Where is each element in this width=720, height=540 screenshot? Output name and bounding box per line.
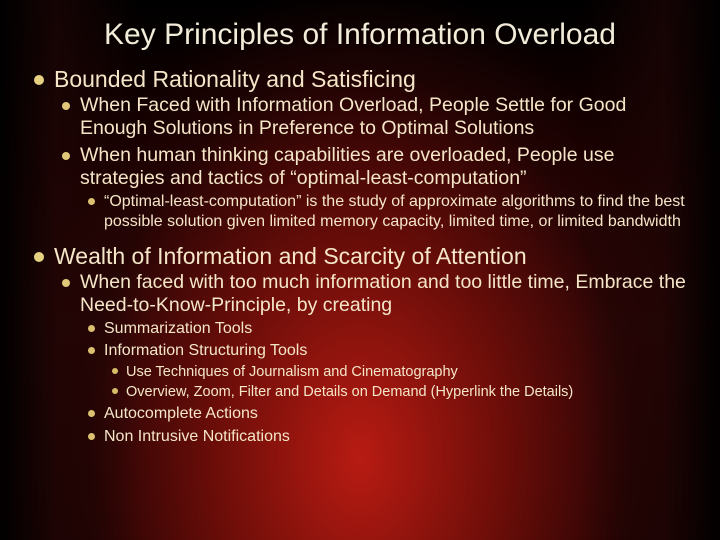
section-heading: Bounded Rationality and Satisficing [54,66,416,92]
list-item: “Optimal-least-computation” is the study… [86,192,688,230]
list-item: Summarization Tools [86,319,688,338]
bullet-text: When Faced with Information Overload, Pe… [80,94,626,139]
list-item: Wealth of Information and Scarcity of At… [32,243,688,446]
list-item: Autocomplete Actions [86,404,688,423]
slide: Key Principles of Information Overload B… [0,0,720,462]
bullet-text: When human thinking capabilities are ove… [80,144,614,189]
list-item: Use Techniques of Journalism and Cinemat… [110,363,688,381]
list-item: Non Intrusive Notifications [86,427,688,446]
list-item: When Faced with Information Overload, Pe… [60,94,688,140]
section-heading: Wealth of Information and Scarcity of At… [54,243,527,269]
list-item: Bounded Rationality and Satisficing When… [32,66,688,231]
list-item: When human thinking capabilities are ove… [60,144,688,230]
bullet-text: Information Structuring Tools [104,342,307,359]
list-item: Overview, Zoom, Filter and Details on De… [110,383,688,401]
bullet-text: When faced with too much information and… [80,271,686,316]
list-item: Information Structuring Tools Use Techni… [86,341,688,401]
bullet-text: “Optimal-least-computation” is the study… [104,193,685,229]
bullet-text: Overview, Zoom, Filter and Details on De… [126,384,573,400]
bullet-list: Bounded Rationality and Satisficing When… [32,66,688,446]
list-item: When faced with too much information and… [60,271,688,446]
bullet-text: Autocomplete Actions [104,405,258,422]
bullet-text: Non Intrusive Notifications [104,428,290,445]
slide-title: Key Principles of Information Overload [32,18,688,52]
bullet-text: Use Techniques of Journalism and Cinemat… [126,364,458,380]
bullet-text: Summarization Tools [104,320,252,337]
